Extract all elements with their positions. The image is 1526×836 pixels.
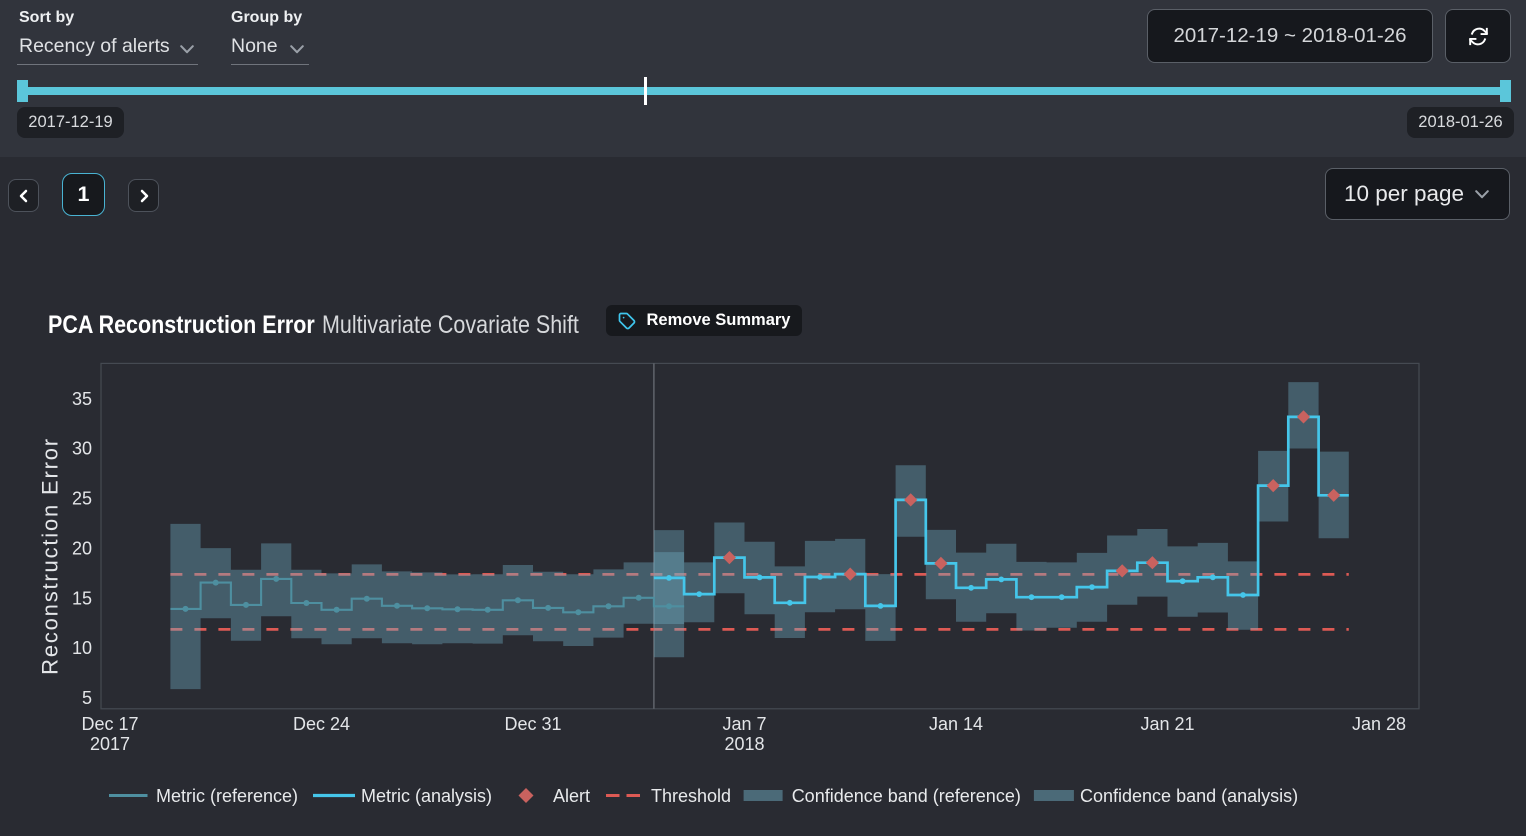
svg-text:2017: 2017	[90, 734, 130, 754]
svg-text:Metric (reference): Metric (reference)	[156, 786, 298, 806]
svg-text:Jan 7: Jan 7	[722, 714, 766, 734]
svg-text:35: 35	[72, 389, 92, 409]
svg-text:Threshold: Threshold	[651, 786, 731, 806]
svg-text:30: 30	[72, 439, 92, 459]
svg-text:Metric (analysis): Metric (analysis)	[361, 786, 492, 806]
svg-text:Reconstruction Error: Reconstruction Error	[38, 437, 63, 675]
svg-text:Confidence band (reference): Confidence band (reference)	[792, 786, 1021, 806]
svg-text:15: 15	[72, 588, 92, 608]
svg-text:Jan 28: Jan 28	[1352, 714, 1406, 734]
svg-text:Dec 31: Dec 31	[504, 714, 561, 734]
svg-text:Dec 24: Dec 24	[293, 714, 350, 734]
svg-text:25: 25	[72, 489, 92, 509]
svg-text:2018: 2018	[724, 734, 764, 754]
svg-text:Jan 21: Jan 21	[1140, 714, 1194, 734]
svg-text:Jan 14: Jan 14	[929, 714, 983, 734]
svg-text:Dec 17: Dec 17	[81, 714, 138, 734]
svg-text:20: 20	[72, 538, 92, 558]
svg-text:Alert: Alert	[553, 786, 590, 806]
svg-text:10: 10	[72, 638, 92, 658]
svg-text:Confidence band (analysis): Confidence band (analysis)	[1080, 786, 1298, 806]
svg-text:5: 5	[82, 688, 92, 708]
